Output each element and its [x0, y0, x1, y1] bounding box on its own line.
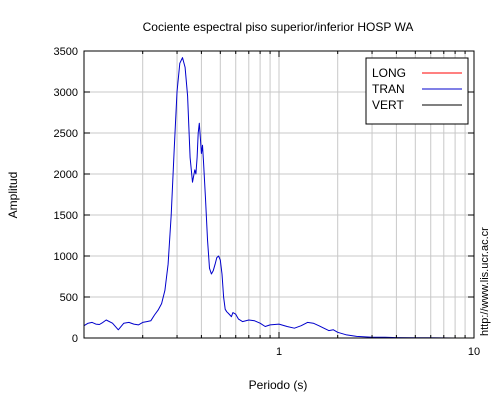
- y-tick-label: 3500: [54, 46, 78, 58]
- legend-label-long: LONG: [372, 66, 406, 80]
- tick-labels: 0 500 1000 1500 2000 2500 3000 3500 1 10: [54, 46, 481, 358]
- x-axis-label: Periodo (s): [249, 378, 308, 392]
- y-tick-label: 2000: [54, 169, 78, 181]
- y-tick-label: 3000: [54, 87, 78, 99]
- x-tick-label: 1: [276, 346, 282, 358]
- side-url: http://www.lis.ucr.ac.cr: [479, 227, 491, 336]
- chart-title: Cociente espectral piso superior/inferio…: [143, 20, 414, 34]
- legend-box: [365, 57, 469, 125]
- x-tick-label: 10: [468, 346, 480, 358]
- series-line-tran: [83, 57, 474, 339]
- y-tick-label: 1000: [54, 251, 78, 263]
- legend-label-tran: TRAN: [372, 82, 405, 96]
- legend-label-vert: VERT: [372, 98, 404, 112]
- y-tick-label: 2500: [54, 128, 78, 140]
- y-tick-label: 0: [72, 333, 78, 345]
- y-tick-label: 1500: [54, 210, 78, 222]
- y-tick-label: 500: [60, 292, 78, 304]
- ticks: [84, 50, 474, 339]
- y-axis-label: Amplitud: [6, 172, 20, 219]
- legend: LONG TRAN VERT: [365, 57, 469, 125]
